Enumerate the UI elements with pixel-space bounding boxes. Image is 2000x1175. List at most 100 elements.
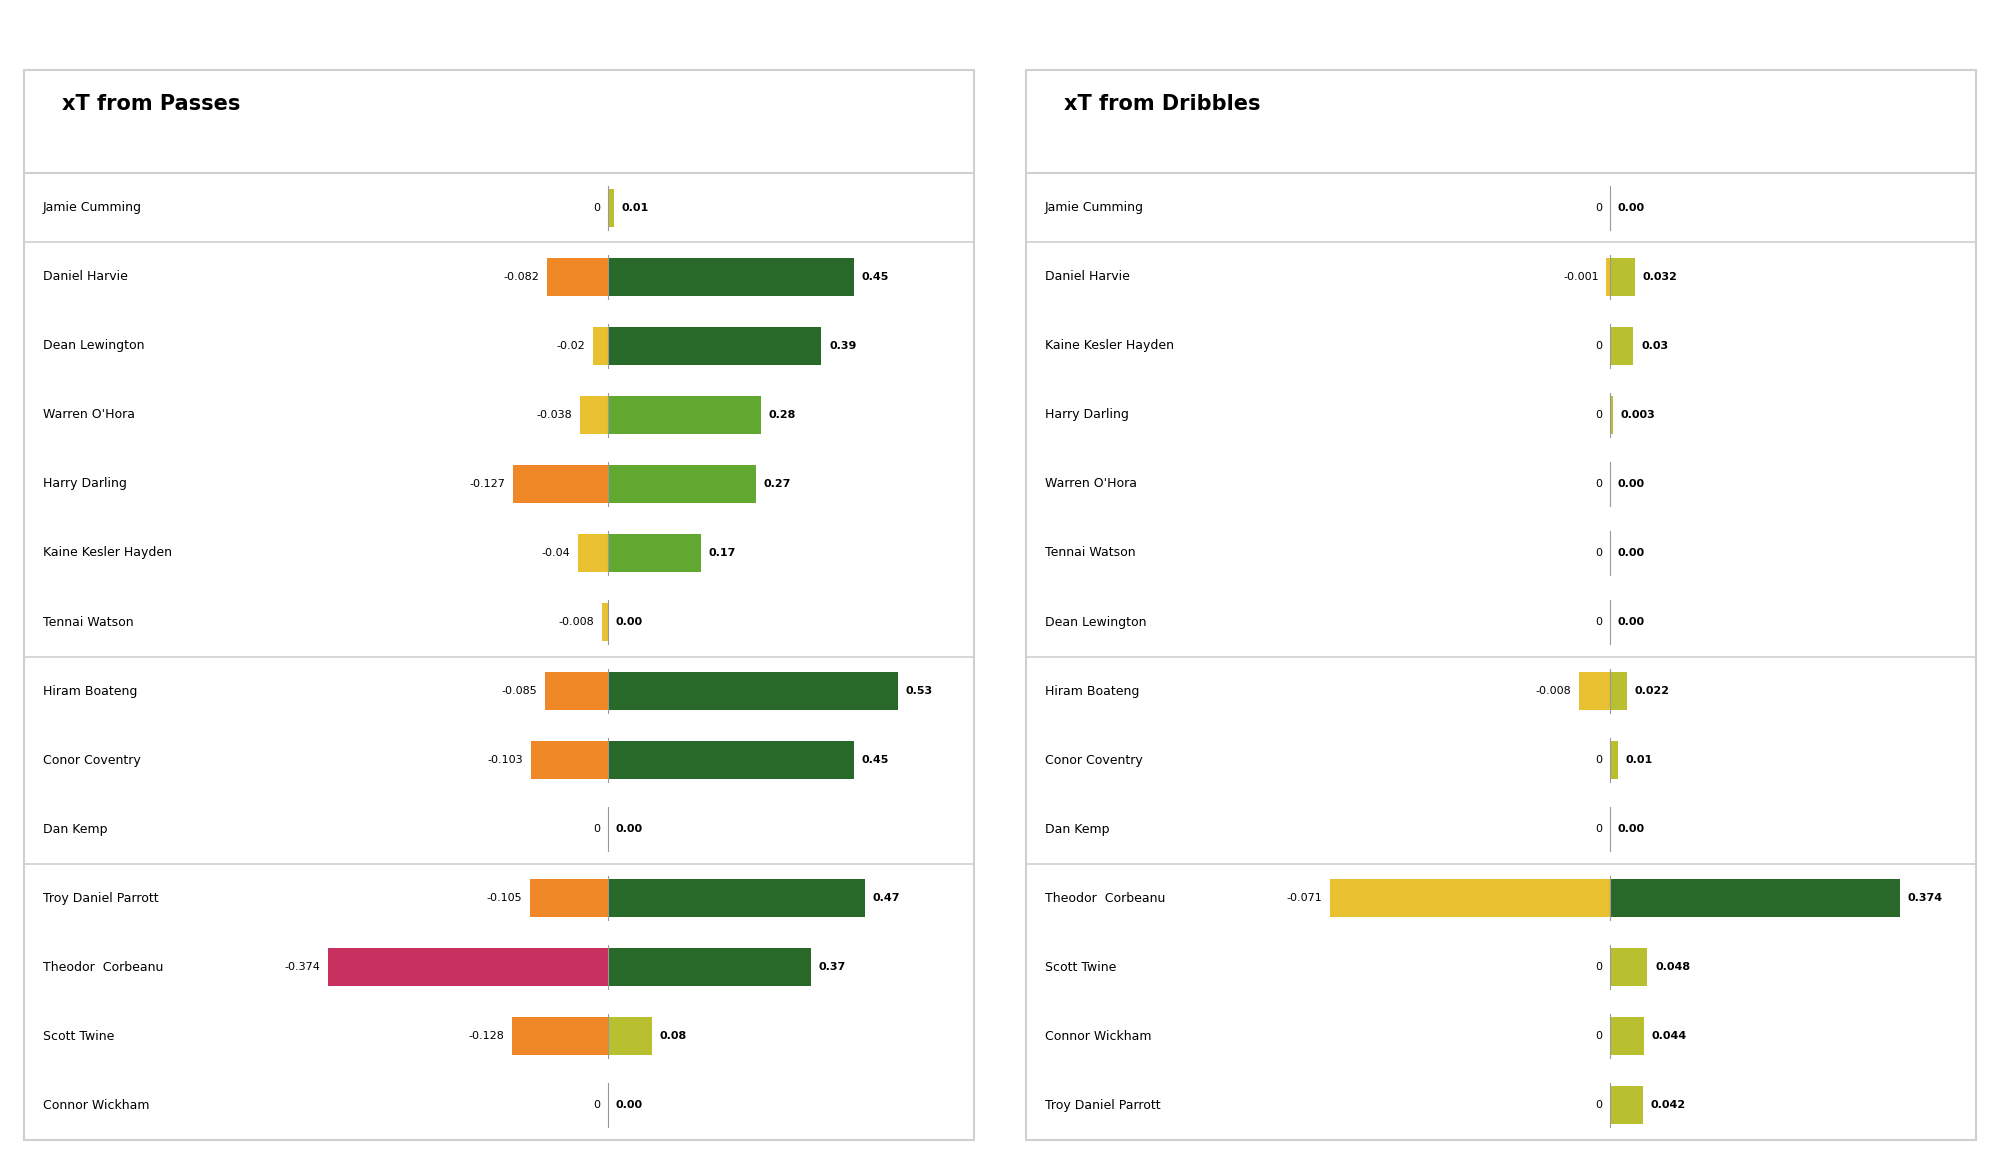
Text: Dan Kemp: Dan Kemp [44,822,108,835]
Text: 0.00: 0.00 [1618,548,1644,558]
Bar [608,1018,652,1055]
Bar [594,327,608,365]
Text: -0.008: -0.008 [1536,686,1572,696]
Text: -0.374: -0.374 [284,962,320,972]
Bar [1606,257,1610,296]
Text: 0.47: 0.47 [872,893,900,904]
Text: 0: 0 [1596,1100,1602,1110]
Text: 0: 0 [1596,1032,1602,1041]
Text: 0.00: 0.00 [1618,617,1644,627]
Text: 0: 0 [1596,962,1602,972]
Text: 0.39: 0.39 [830,341,856,351]
Text: xT from Passes: xT from Passes [62,94,240,114]
Bar [1610,1086,1642,1124]
Bar [608,327,822,365]
Text: Theodor  Corbeanu: Theodor Corbeanu [44,961,164,974]
Text: 0: 0 [1596,756,1602,765]
Bar [608,672,898,710]
Text: 0: 0 [594,203,600,213]
Text: -0.082: -0.082 [504,271,540,282]
Text: 0: 0 [594,1100,600,1110]
Bar [546,257,608,296]
Text: 0.032: 0.032 [1642,271,1678,282]
Bar [1330,879,1610,918]
FancyBboxPatch shape [1026,69,1976,1140]
Text: 0.044: 0.044 [1652,1032,1688,1041]
Text: Theodor  Corbeanu: Theodor Corbeanu [1044,892,1166,905]
Text: 0.37: 0.37 [818,962,846,972]
Text: Hiram Boateng: Hiram Boateng [1044,685,1140,698]
Bar [608,189,614,227]
Text: -0.105: -0.105 [486,893,522,904]
Bar [1578,672,1610,710]
Text: 0.28: 0.28 [768,410,796,419]
Bar [608,948,810,986]
Bar [514,465,608,503]
Bar [1610,327,1634,365]
Text: 0.042: 0.042 [1650,1100,1686,1110]
Text: -0.103: -0.103 [488,756,524,765]
Text: Conor Coventry: Conor Coventry [44,753,140,766]
Text: -0.085: -0.085 [502,686,536,696]
Text: 0.08: 0.08 [660,1032,686,1041]
Text: Connor Wickham: Connor Wickham [44,1099,150,1112]
Text: -0.02: -0.02 [556,341,586,351]
Text: Daniel Harvie: Daniel Harvie [44,270,128,283]
Text: -0.04: -0.04 [542,548,570,558]
Text: -0.001: -0.001 [1564,271,1598,282]
Text: -0.008: -0.008 [558,617,594,627]
Text: Harry Darling: Harry Darling [44,477,126,490]
Text: xT from Dribbles: xT from Dribbles [1064,94,1260,114]
Bar [608,465,756,503]
Text: Tennai Watson: Tennai Watson [1044,546,1136,559]
FancyBboxPatch shape [24,69,974,1140]
Text: Hiram Boateng: Hiram Boateng [44,685,138,698]
Bar [602,603,608,642]
Text: 0.45: 0.45 [862,271,890,282]
Bar [608,257,854,296]
Text: Jamie Cumming: Jamie Cumming [1044,201,1144,214]
Text: 0.45: 0.45 [862,756,890,765]
Text: 0.022: 0.022 [1634,686,1670,696]
Text: Conor Coventry: Conor Coventry [1044,753,1142,766]
Text: 0.003: 0.003 [1620,410,1654,419]
Bar [512,1018,608,1055]
Text: 0.03: 0.03 [1642,341,1668,351]
Text: 0.00: 0.00 [616,617,642,627]
Text: 0.00: 0.00 [1618,824,1644,834]
Text: Daniel Harvie: Daniel Harvie [1044,270,1130,283]
Bar [608,396,762,434]
Text: Warren O'Hora: Warren O'Hora [1044,477,1136,490]
Text: -0.038: -0.038 [536,410,572,419]
Text: Dean Lewington: Dean Lewington [1044,616,1146,629]
Text: 0.53: 0.53 [906,686,932,696]
Bar [1610,879,1900,918]
Bar [1610,1018,1644,1055]
Text: 0: 0 [1596,410,1602,419]
Bar [532,741,608,779]
Text: Tennai Watson: Tennai Watson [44,616,134,629]
Text: -0.127: -0.127 [470,479,506,489]
Text: 0: 0 [1596,548,1602,558]
Text: Scott Twine: Scott Twine [1044,961,1116,974]
Text: 0.00: 0.00 [616,1100,642,1110]
Bar [328,948,608,986]
Bar [580,396,608,434]
Text: Dan Kemp: Dan Kemp [1044,822,1110,835]
Text: 0.00: 0.00 [1618,203,1644,213]
Text: 0.01: 0.01 [622,203,648,213]
Text: Troy Daniel Parrott: Troy Daniel Parrott [44,892,158,905]
Text: Dean Lewington: Dean Lewington [44,340,144,352]
Text: 0.00: 0.00 [616,824,642,834]
Text: Kaine Kesler Hayden: Kaine Kesler Hayden [1044,340,1174,352]
Text: 0.27: 0.27 [764,479,790,489]
Text: Troy Daniel Parrott: Troy Daniel Parrott [1044,1099,1160,1112]
Text: 0: 0 [1596,617,1602,627]
Bar [1610,672,1628,710]
Bar [1610,948,1648,986]
Text: Harry Darling: Harry Darling [1044,409,1128,422]
Text: 0: 0 [594,824,600,834]
Bar [530,879,608,918]
Bar [544,672,608,710]
Text: 0.00: 0.00 [1618,479,1644,489]
